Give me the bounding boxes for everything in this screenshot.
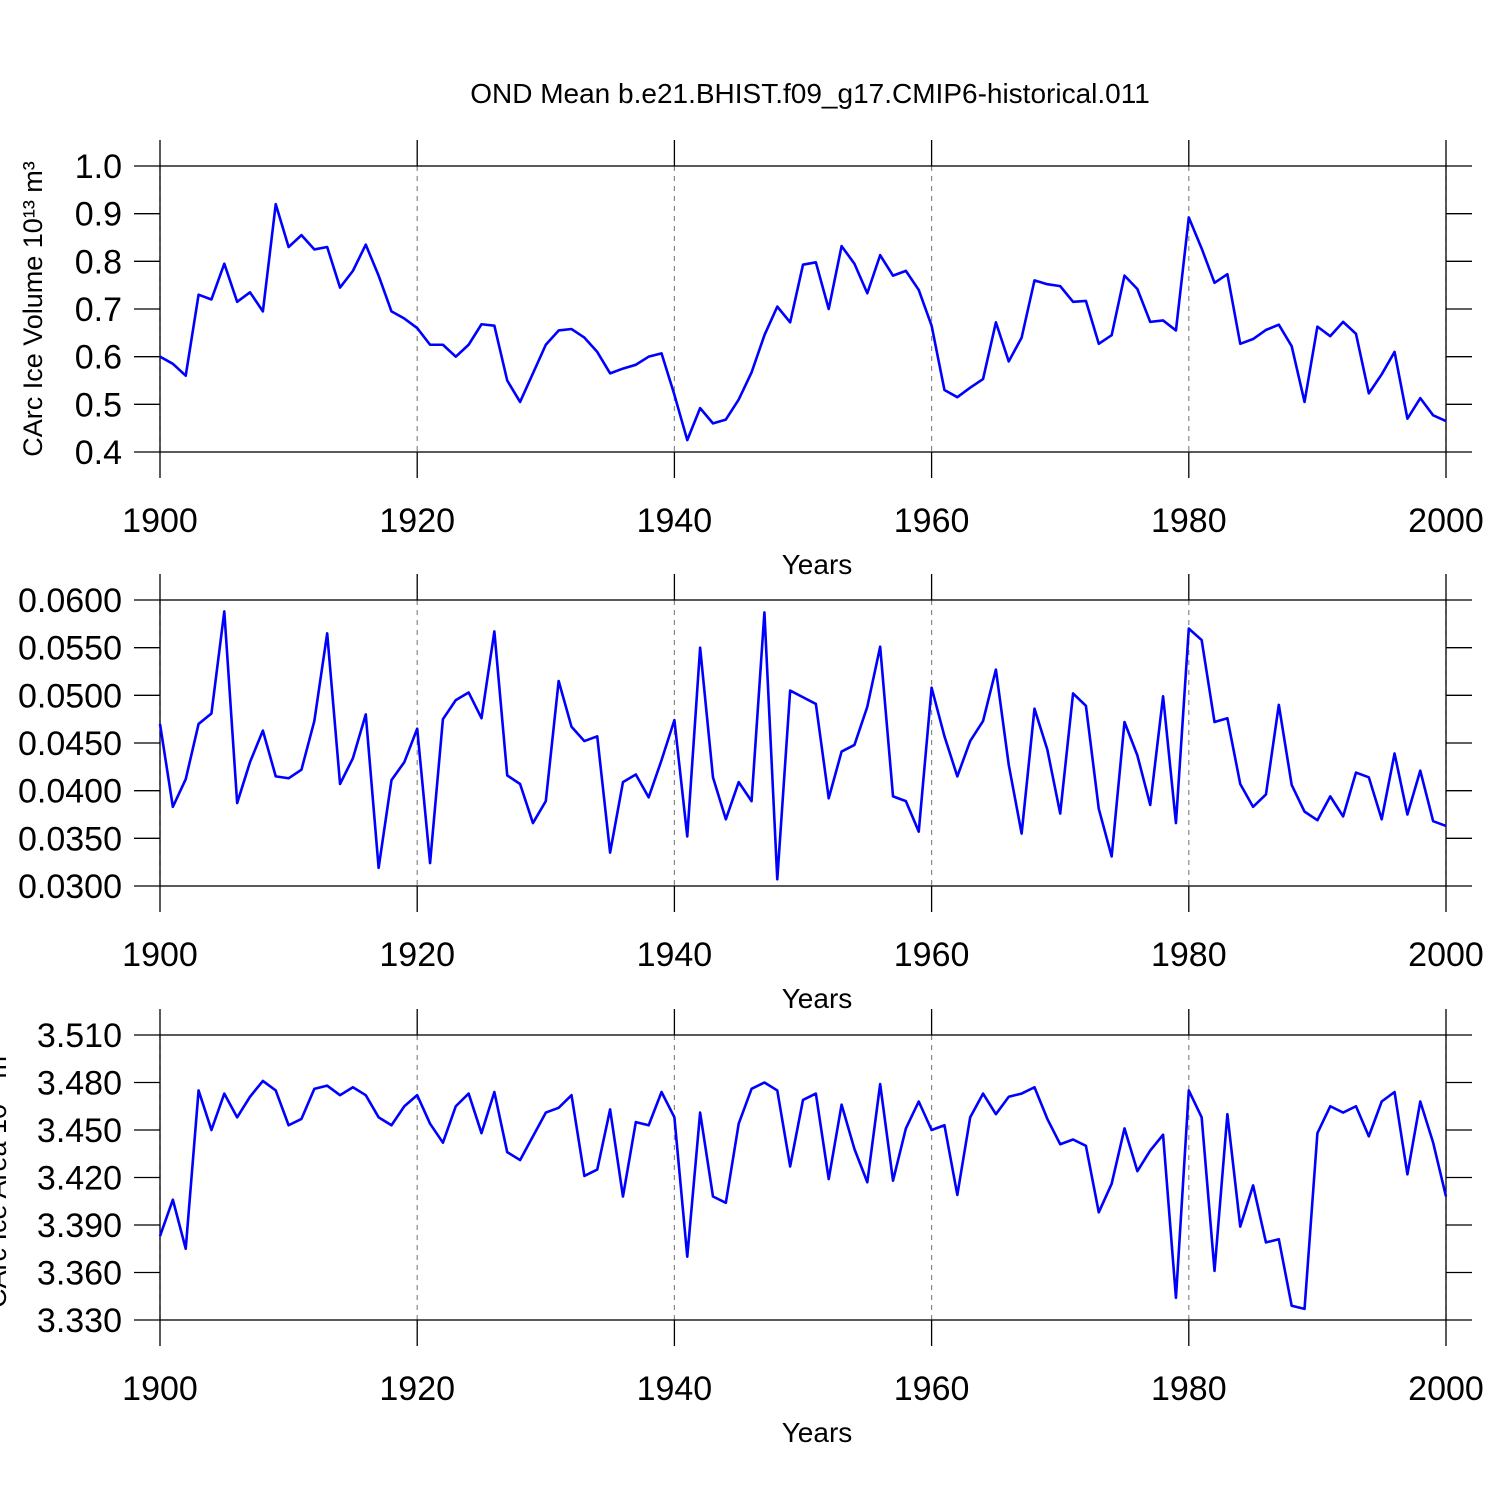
y-tick-label: 0.0550 — [18, 630, 122, 668]
plot-frame — [159, 599, 1447, 887]
data-line — [158, 1079, 1448, 1311]
y-tick-label: 0.0350 — [18, 820, 122, 858]
x-tick-label: 2000 — [1408, 1370, 1484, 1408]
y-tick-label: 0.0300 — [18, 868, 122, 906]
y-tick-label: 3.450 — [37, 1112, 122, 1150]
x-tick-label: 1920 — [379, 502, 455, 540]
y-tick-label: 0.0600 — [18, 582, 122, 620]
y-tick-label: 0.6 — [75, 339, 122, 377]
x-tick-label: 1940 — [637, 502, 713, 540]
x-tick-label: 1900 — [122, 502, 198, 540]
y-tick-label: 3.360 — [37, 1255, 122, 1293]
x-tick-label: 1900 — [122, 1370, 198, 1408]
x-tick-label: 2000 — [1408, 502, 1484, 540]
y-tick-label: 0.4 — [75, 434, 122, 472]
y-tick-label: 0.7 — [75, 291, 122, 329]
y-tick-label: 0.0400 — [18, 773, 122, 811]
x-tick-label: 1980 — [1151, 1370, 1227, 1408]
x-tick-label: 1920 — [379, 936, 455, 974]
plot-frame — [159, 165, 1447, 453]
x-tick-label: 2000 — [1408, 936, 1484, 974]
y-axis-label: CArc Ice Area 10¹³ m² — [0, 1047, 12, 1308]
y-tick-label: 1.0 — [75, 148, 122, 186]
y-tick-label: 3.330 — [37, 1302, 122, 1340]
x-tick-label: 1900 — [122, 936, 198, 974]
x-axis-label: Years — [782, 1417, 853, 1448]
data-line — [159, 202, 1447, 442]
y-tick-label: 0.9 — [75, 196, 122, 234]
y-tick-label: 0.5 — [75, 386, 122, 424]
chart-title: OND Mean b.e21.BHIST.f09_g17.CMIP6-histo… — [470, 78, 1150, 109]
y-tick-label: 3.420 — [37, 1160, 122, 1198]
x-tick-label: 1980 — [1151, 936, 1227, 974]
y-tick-label: 3.510 — [37, 1017, 122, 1055]
y-tick-label: 0.0450 — [18, 725, 122, 763]
plot-frame — [159, 1034, 1447, 1321]
x-tick-label: 1980 — [1151, 502, 1227, 540]
x-tick-label: 1960 — [894, 936, 970, 974]
y-tick-label: 0.0500 — [18, 677, 122, 715]
x-tick-label: 1960 — [894, 502, 970, 540]
x-tick-label: 1960 — [894, 1370, 970, 1408]
x-tick-label: 1940 — [637, 1370, 713, 1408]
x-axis-label: Years — [782, 549, 853, 580]
x-tick-label: 1920 — [379, 1370, 455, 1408]
data-line — [158, 610, 1447, 881]
x-tick-label: 1940 — [637, 936, 713, 974]
x-axis-label: Years — [782, 983, 853, 1014]
y-tick-label: 3.480 — [37, 1065, 122, 1103]
y-axis-label: CArc Ice Volume 10¹³ m³ — [18, 161, 48, 457]
y-tick-label: 3.390 — [37, 1207, 122, 1245]
y-tick-label: 0.8 — [75, 243, 122, 281]
